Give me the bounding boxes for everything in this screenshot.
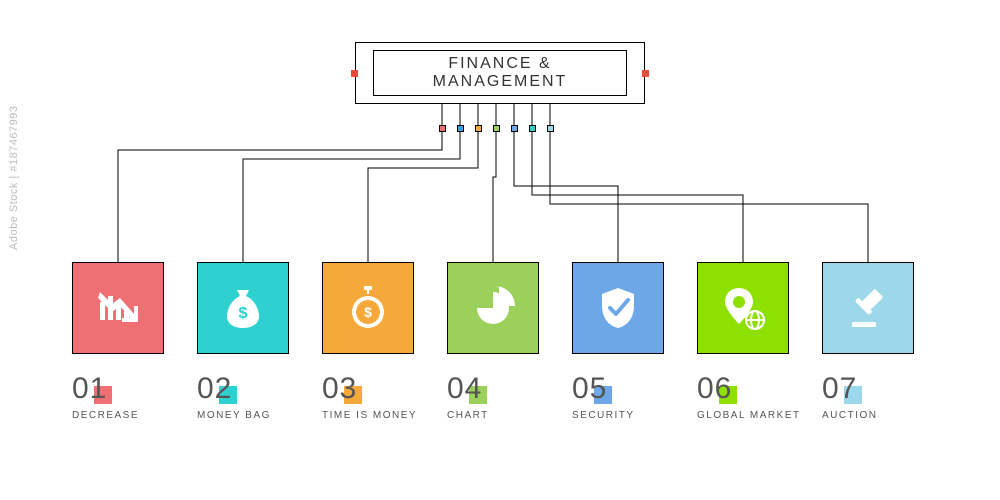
infographic-canvas: FINANCE & MANAGEMENT Adobe Stock | #1874… [0,0,1000,500]
title-decor-square [642,70,649,77]
money-bag-icon: $ [219,284,267,332]
connector-dot [529,125,536,132]
index-accent-square [594,386,612,404]
category-label: GLOBAL MARKET [697,410,807,421]
category-tile [72,262,164,354]
category-index: 03 [322,372,357,406]
globe-pin-icon [719,284,767,332]
category-number-block: 03 TIME IS MONEY [322,372,432,421]
category-number-block: 01 DECREASE [72,372,182,421]
category-number-block: 02 MONEY BAG [197,372,307,421]
decrease-icon [94,284,142,332]
svg-text:$: $ [364,304,372,320]
index-accent-square [469,386,487,404]
title-decor-square [351,70,358,77]
shield-icon [594,284,642,332]
connector-dot [511,125,518,132]
category-label: MONEY BAG [197,410,307,421]
svg-text:$: $ [239,305,248,322]
category-index: 05 [572,372,607,406]
category-index: 01 [72,372,107,406]
category-tile [572,262,664,354]
index-accent-square [94,386,112,404]
category-tile: $ [197,262,289,354]
index-accent-square [344,386,362,404]
category-index: 04 [447,372,482,406]
category-number-block: 06 GLOBAL MARKET [697,372,807,421]
category-tile [447,262,539,354]
connector-dot [439,125,446,132]
connector-dot [547,125,554,132]
category-tile: $ [322,262,414,354]
category-label: DECREASE [72,410,182,421]
category-label: SECURITY [572,410,682,421]
category-label: CHART [447,410,557,421]
category-index: 06 [697,372,732,406]
connector-dot [475,125,482,132]
category-label: TIME IS MONEY [322,410,432,421]
title-text: FINANCE & MANAGEMENT [373,50,627,96]
pie-chart-icon [469,284,517,332]
title-box: FINANCE & MANAGEMENT [355,42,645,104]
stopwatch-icon: $ [344,284,392,332]
index-accent-square [219,386,237,404]
connector-dot [493,125,500,132]
index-accent-square [844,386,862,404]
category-index: 07 [822,372,857,406]
category-tile [822,262,914,354]
gavel-icon [844,284,892,332]
category-number-block: 07 AUCTION [822,372,932,421]
watermark-text: Adobe Stock | #187467993 [8,105,20,250]
category-label: AUCTION [822,410,932,421]
connector-dot [457,125,464,132]
category-number-block: 04 CHART [447,372,557,421]
category-index: 02 [197,372,232,406]
category-number-block: 05 SECURITY [572,372,682,421]
index-accent-square [719,386,737,404]
category-tile [697,262,789,354]
